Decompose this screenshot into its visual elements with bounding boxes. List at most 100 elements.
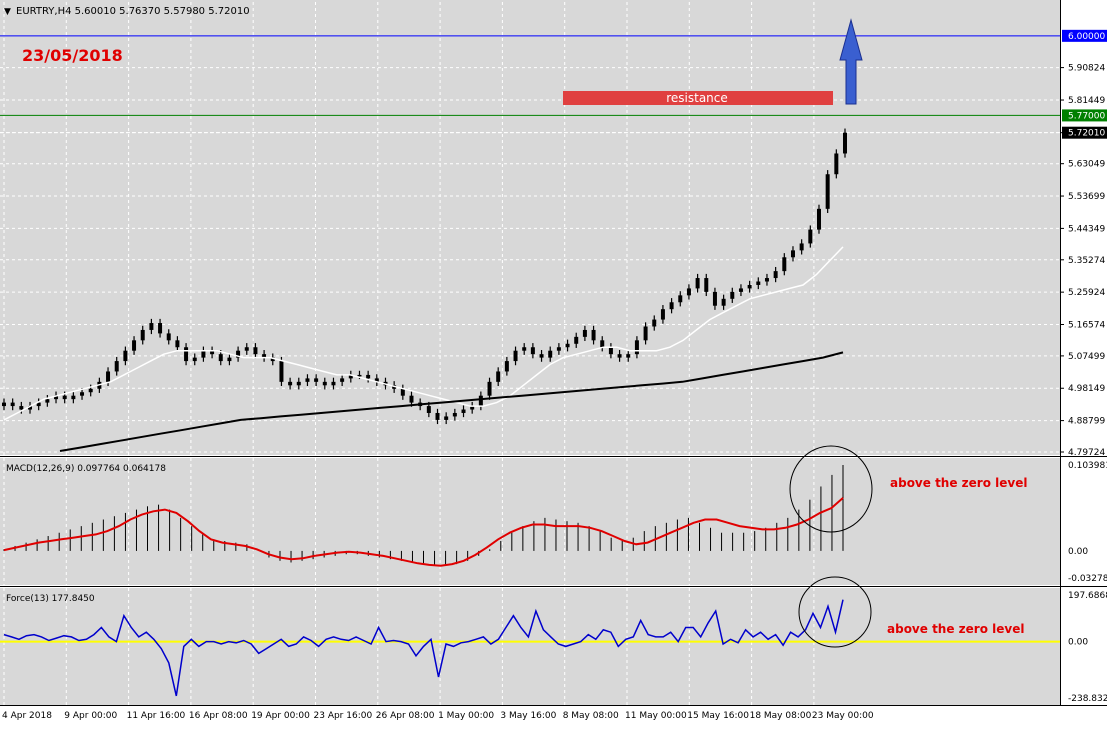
price-body bbox=[106, 371, 111, 382]
x-tick-label: 8 May 08:00 bbox=[563, 711, 619, 721]
price-body bbox=[340, 378, 345, 382]
up-arrow-icon bbox=[839, 18, 863, 105]
price-body bbox=[470, 406, 475, 410]
price-body bbox=[626, 354, 631, 358]
price-body bbox=[158, 323, 163, 334]
x-tick-label: 23 Apr 16:00 bbox=[314, 711, 373, 721]
macd-tick-label: 0.103981 bbox=[1068, 461, 1107, 471]
price-body bbox=[487, 381, 492, 396]
price-body bbox=[10, 402, 15, 407]
price-body bbox=[834, 153, 839, 175]
price-body bbox=[539, 354, 544, 358]
price-tick-label: 5.44349 bbox=[1068, 224, 1105, 234]
price-body bbox=[825, 174, 830, 209]
price-body bbox=[738, 288, 743, 292]
price-tag bbox=[1062, 126, 1107, 139]
price-body bbox=[184, 347, 189, 362]
price-tag-label: 6.00000 bbox=[1068, 32, 1105, 42]
price-body bbox=[574, 336, 579, 344]
chart-date: 23/05/2018 bbox=[22, 46, 123, 65]
price-tag bbox=[1062, 29, 1107, 42]
price-body bbox=[279, 361, 284, 382]
price-tag bbox=[1062, 109, 1107, 122]
price-body bbox=[149, 323, 154, 330]
price-body bbox=[695, 278, 700, 289]
price-body bbox=[36, 402, 41, 407]
ma-slow-line bbox=[59, 351, 844, 452]
price-tick-label: 5.63049 bbox=[1068, 160, 1105, 170]
price-body bbox=[799, 243, 804, 251]
price-body bbox=[236, 350, 241, 358]
price-body bbox=[400, 388, 405, 396]
price-body bbox=[28, 406, 33, 410]
x-tick-label: 4 Apr 2018 bbox=[2, 711, 52, 721]
resistance-label: resistance bbox=[666, 91, 728, 105]
price-body bbox=[678, 295, 683, 303]
x-tick-label: 11 Apr 16:00 bbox=[127, 711, 186, 721]
price-body bbox=[331, 381, 336, 386]
macd-annotation: above the zero level bbox=[890, 476, 1027, 490]
price-body bbox=[522, 347, 527, 351]
force-highlight-circle bbox=[798, 576, 872, 648]
price-body bbox=[192, 357, 197, 362]
x-tick-label: 11 May 00:00 bbox=[625, 711, 687, 721]
price-body bbox=[608, 347, 613, 355]
axis-labels: 4 Apr 2018 9 Apr 00:00 11 Apr 16:00 16 Apr … bbox=[2, 29, 1107, 721]
price-body bbox=[452, 412, 457, 417]
price-body bbox=[305, 378, 310, 382]
price-body bbox=[114, 361, 119, 372]
price-body bbox=[288, 381, 293, 386]
force-annotation: above the zero level bbox=[887, 622, 1024, 636]
price-tag-label: 5.77000 bbox=[1068, 111, 1105, 121]
symbol-header: EURTRY,H4 5.60010 5.76370 5.57980 5.7201… bbox=[16, 6, 250, 17]
price-tick-label: 5.90824 bbox=[1068, 64, 1105, 74]
grid bbox=[0, 2, 1060, 705]
price-tick-label: 4.88799 bbox=[1068, 417, 1105, 427]
price-body bbox=[764, 278, 769, 282]
price-tick-label: 5.35274 bbox=[1068, 256, 1105, 266]
force-panel bbox=[0, 588, 1060, 705]
price-body bbox=[782, 257, 787, 272]
price-body bbox=[565, 343, 570, 348]
price-body bbox=[747, 284, 752, 289]
price-body bbox=[314, 378, 319, 382]
price-body bbox=[262, 354, 267, 358]
price-body bbox=[227, 357, 232, 362]
x-tick-label: 16 Apr 08:00 bbox=[189, 711, 248, 721]
price-body bbox=[201, 350, 206, 358]
price-body bbox=[409, 395, 414, 403]
price-body bbox=[426, 406, 431, 413]
price-body bbox=[270, 357, 275, 362]
price-body bbox=[166, 333, 171, 341]
x-tick-label: 1 May 00:00 bbox=[438, 711, 494, 721]
price-body bbox=[175, 340, 180, 348]
x-tick-label: 9 Apr 00:00 bbox=[64, 711, 117, 721]
price-body bbox=[790, 250, 795, 258]
price-body bbox=[2, 402, 6, 407]
price-body bbox=[808, 229, 813, 244]
price-body bbox=[617, 354, 622, 358]
price-body bbox=[140, 329, 145, 341]
price-body bbox=[591, 329, 596, 341]
price-body bbox=[556, 347, 561, 351]
price-body bbox=[80, 392, 85, 396]
price-body bbox=[71, 395, 76, 400]
price-tick-label: 5.53699 bbox=[1068, 192, 1105, 202]
price-body bbox=[634, 340, 639, 355]
force-series bbox=[0, 599, 1060, 697]
x-tick-label: 19 Apr 00:00 bbox=[251, 711, 310, 721]
price-body bbox=[582, 329, 587, 337]
price-body bbox=[348, 374, 353, 379]
price-body bbox=[210, 350, 215, 355]
force-tick-label: -238.8326 bbox=[1068, 694, 1107, 704]
price-body bbox=[461, 409, 466, 413]
price-body bbox=[721, 298, 726, 306]
chart-menu-icon[interactable]: ▼ bbox=[4, 7, 11, 17]
macd-signal-line bbox=[3, 497, 844, 567]
price-body bbox=[530, 347, 535, 355]
x-tick-label: 23 May 00:00 bbox=[812, 711, 874, 721]
force-tick-label: 0.00 bbox=[1068, 638, 1088, 648]
price-body bbox=[45, 399, 50, 403]
price-body bbox=[88, 388, 93, 393]
price-body bbox=[660, 309, 665, 320]
